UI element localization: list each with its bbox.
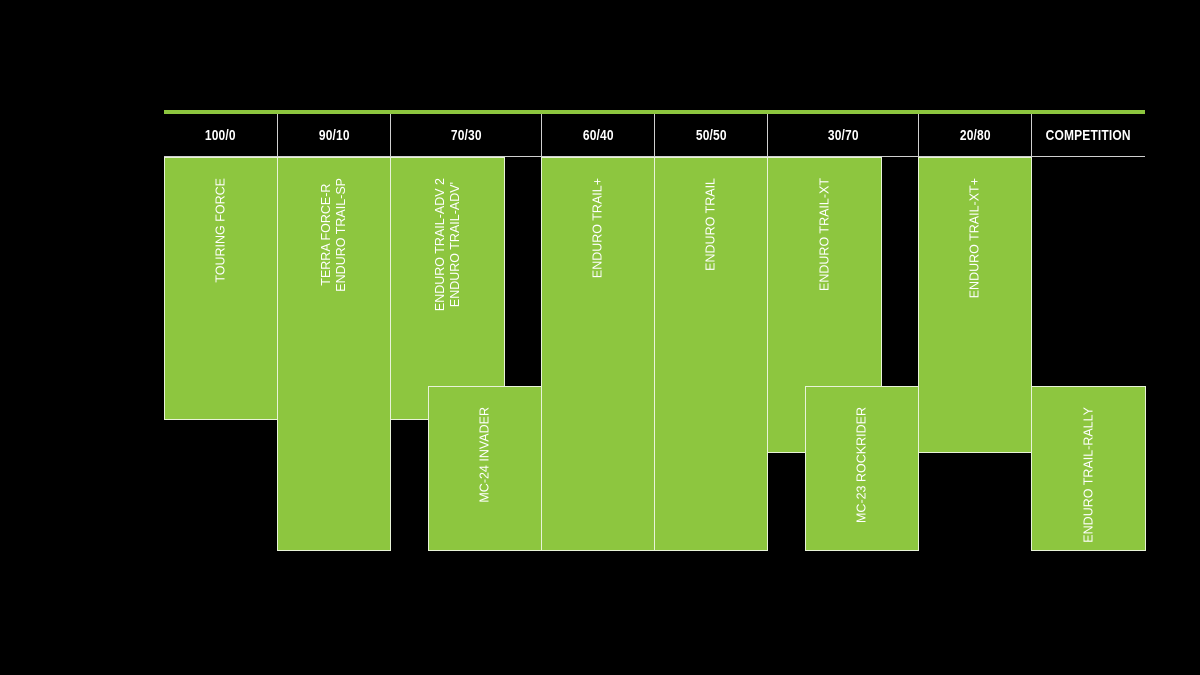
tire-label: ENDURO TRAIL-XT+ (967, 178, 982, 299)
tire-label: ENDURO TRAIL+ (590, 178, 605, 279)
header-30-70: 30/70 (767, 114, 918, 157)
header-70-30: 70/30 (390, 114, 541, 157)
tire-enduro-trail-xt-plus: ENDURO TRAIL-XT+ (918, 157, 1032, 453)
tire-enduro-trail-rally: ENDURO TRAIL-RALLY (1031, 386, 1146, 551)
tire-mc24-invader: MC-24 INVADER (428, 386, 542, 551)
header-50-50: 50/50 (654, 114, 767, 157)
tire-enduro-trail-plus: ENDURO TRAIL+ (541, 157, 655, 551)
header-20-80: 20/80 (918, 114, 1031, 157)
tire-label: ENDURO TRAIL-ADV 2 ENDURO TRAIL-ADV' (432, 178, 462, 312)
tire-terra-force-enduro-sp: TERRA FORCE-R ENDURO TRAIL-SP (277, 157, 391, 551)
header-label: 30/70 (827, 126, 859, 144)
header-label: 90/10 (318, 126, 350, 144)
tire-label: ENDURO TRAIL (703, 178, 718, 271)
header-90-10: 90/10 (277, 114, 390, 157)
accent-bar (164, 110, 1145, 114)
tire-enduro-trail: ENDURO TRAIL (654, 157, 768, 551)
header-label: 60/40 (582, 126, 614, 144)
header-60-40: 60/40 (541, 114, 654, 157)
tire-label: MC-23 ROCKRIDER (854, 407, 869, 523)
header-label: 100/0 (205, 126, 236, 144)
header-100-0: 100/0 (164, 114, 277, 157)
tire-label: TERRA FORCE-R ENDURO TRAIL-SP (319, 178, 348, 292)
header-label: COMPETITION (1045, 126, 1132, 144)
tire-enduro-trail-adv: ENDURO TRAIL-ADV 2 ENDURO TRAIL-ADV' (390, 157, 505, 420)
header-competition: COMPETITION (1031, 114, 1145, 157)
tire-label: TOURING FORCE (213, 178, 228, 283)
tire-label: ENDURO TRAIL-RALLY (1081, 407, 1095, 543)
header-label: 20/80 (959, 126, 991, 144)
header-label: 70/30 (450, 126, 482, 144)
tire-mc23-rockrider: MC-23 ROCKRIDER (805, 386, 919, 551)
tire-touring-force: TOURING FORCE (164, 157, 278, 420)
tire-label: MC-24 INVADER (477, 407, 492, 503)
header-label: 50/50 (695, 126, 727, 144)
tire-label: ENDURO TRAIL-XT (817, 178, 831, 291)
